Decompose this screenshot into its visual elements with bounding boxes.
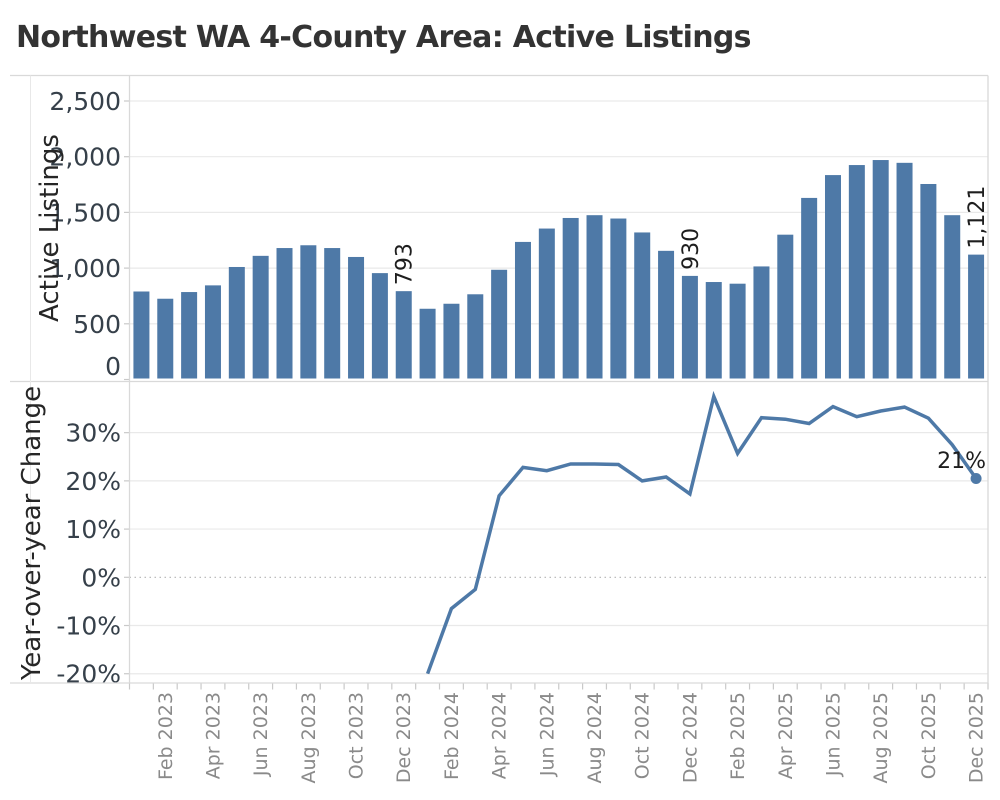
bar-apr-2025[interactable]: [777, 234, 794, 379]
x-tick-label: Oct 2023: [346, 692, 368, 779]
bar-mar-2023[interactable]: [181, 292, 198, 379]
x-tick-label: Oct 2024: [632, 692, 654, 779]
bar-sep-2023[interactable]: [324, 248, 341, 379]
x-tick-label: Apr 2024: [489, 692, 511, 779]
bar-nov-2024[interactable]: [658, 250, 675, 379]
bar-dec-2024[interactable]: [681, 275, 698, 379]
bar-jun-2024[interactable]: [538, 228, 555, 379]
bar-jun-2023[interactable]: [252, 255, 269, 379]
y-tick-label: 1,000: [49, 254, 121, 283]
bar-feb-2024[interactable]: [443, 303, 460, 379]
x-tick-label: Aug 2023: [298, 692, 320, 784]
bar-jul-2025[interactable]: [848, 165, 865, 379]
x-tick-label: Dec 2023: [393, 692, 415, 783]
bar-nov-2025[interactable]: [944, 215, 961, 379]
x-tick-label: Jun 2025: [822, 692, 844, 777]
chart-title: Northwest WA 4-County Area: Active Listi…: [16, 20, 752, 55]
x-tick-label: Apr 2025: [775, 692, 797, 779]
y-tick-labels-layer: 0 500 1,000 1,500 2,000 2,500 -20% -10% 0% 10% 20%…: [49, 87, 121, 689]
last-point-marker[interactable]: [970, 472, 982, 484]
y-tick-label: 2,000: [49, 143, 121, 172]
bar-mar-2025[interactable]: [753, 266, 770, 379]
x-tick-label: Dec 2025: [966, 692, 988, 783]
x-tick-labels-layer: Feb 2023 Apr 2023 Jun 2023 Aug 2023 Oct 2023…: [155, 692, 988, 784]
bar-oct-2024[interactable]: [634, 232, 651, 379]
x-tick-label: Jun 2023: [250, 692, 272, 777]
bar-oct-2023[interactable]: [348, 256, 365, 379]
x-tick-label: Jun 2024: [536, 692, 558, 777]
line-annotation: 21%: [937, 449, 986, 474]
x-tick-label: Feb 2024: [441, 692, 463, 780]
bar-apr-2024[interactable]: [491, 269, 508, 379]
x-tick-label: Dec 2024: [679, 692, 701, 783]
x-tick-label: Feb 2023: [155, 692, 177, 780]
bar-nov-2023[interactable]: [371, 273, 388, 379]
bar-jan-2023[interactable]: [133, 291, 150, 379]
y-tick-label: -20%: [56, 660, 121, 689]
bar-annotation: 1,121: [965, 186, 990, 249]
x-tick-label: Apr 2023: [202, 692, 224, 779]
y-tick-label: 0%: [81, 563, 121, 592]
bar-jan-2024[interactable]: [419, 308, 436, 379]
bar-may-2025[interactable]: [801, 197, 818, 379]
bar-oct-2025[interactable]: [920, 183, 937, 379]
bar-may-2024[interactable]: [514, 241, 531, 379]
y-tick-label: 20%: [65, 467, 121, 496]
bar-sep-2025[interactable]: [896, 162, 913, 379]
x-tick-label: Aug 2024: [584, 692, 606, 784]
bar-aug-2023[interactable]: [300, 245, 317, 379]
bar-jul-2024[interactable]: [562, 217, 579, 379]
bar-jun-2025[interactable]: [824, 175, 841, 379]
bar-aug-2025[interactable]: [872, 160, 889, 379]
y-tick-label: 2,500: [49, 87, 121, 116]
bar-feb-2023[interactable]: [157, 298, 174, 379]
x-tick-label: Oct 2025: [918, 692, 940, 779]
bar-sep-2024[interactable]: [610, 218, 627, 379]
y-tick-label: -10%: [56, 612, 121, 641]
y-tick-label: 0: [105, 352, 121, 381]
bar-dec-2023[interactable]: [395, 291, 412, 379]
bar-feb-2025[interactable]: [729, 283, 746, 379]
y-tick-label: 1,500: [49, 198, 121, 227]
x-tick-label: Feb 2025: [727, 692, 749, 780]
bar-may-2023[interactable]: [228, 266, 245, 379]
annotations-layer: 793 930 1,121 21%: [393, 186, 990, 474]
bar-jul-2023[interactable]: [276, 248, 293, 379]
yoy-line[interactable]: [425, 390, 978, 675]
y-tick-label: 10%: [65, 515, 121, 544]
bar-mar-2024[interactable]: [467, 294, 484, 379]
bar-apr-2023[interactable]: [204, 285, 221, 379]
bar-annotation: 930: [679, 228, 704, 270]
bar-aug-2024[interactable]: [586, 215, 603, 379]
y1-axis-title: Active Listings: [35, 134, 65, 322]
y-tick-label: 30%: [65, 419, 121, 448]
x-tick-label: Aug 2025: [870, 692, 892, 784]
bar-dec-2025[interactable]: [968, 254, 985, 379]
axis-ticks-layer: [124, 100, 989, 690]
line-layer: [425, 390, 982, 675]
bar-annotation: 793: [393, 243, 418, 285]
y2-axis-title: Year-over-year Change: [17, 386, 47, 681]
panel-borders: [10, 74, 989, 684]
bars-layer: [133, 160, 985, 379]
gridlines-layer: [129, 100, 988, 675]
bar-jan-2025[interactable]: [705, 282, 722, 379]
y-tick-label: 500: [73, 310, 121, 339]
